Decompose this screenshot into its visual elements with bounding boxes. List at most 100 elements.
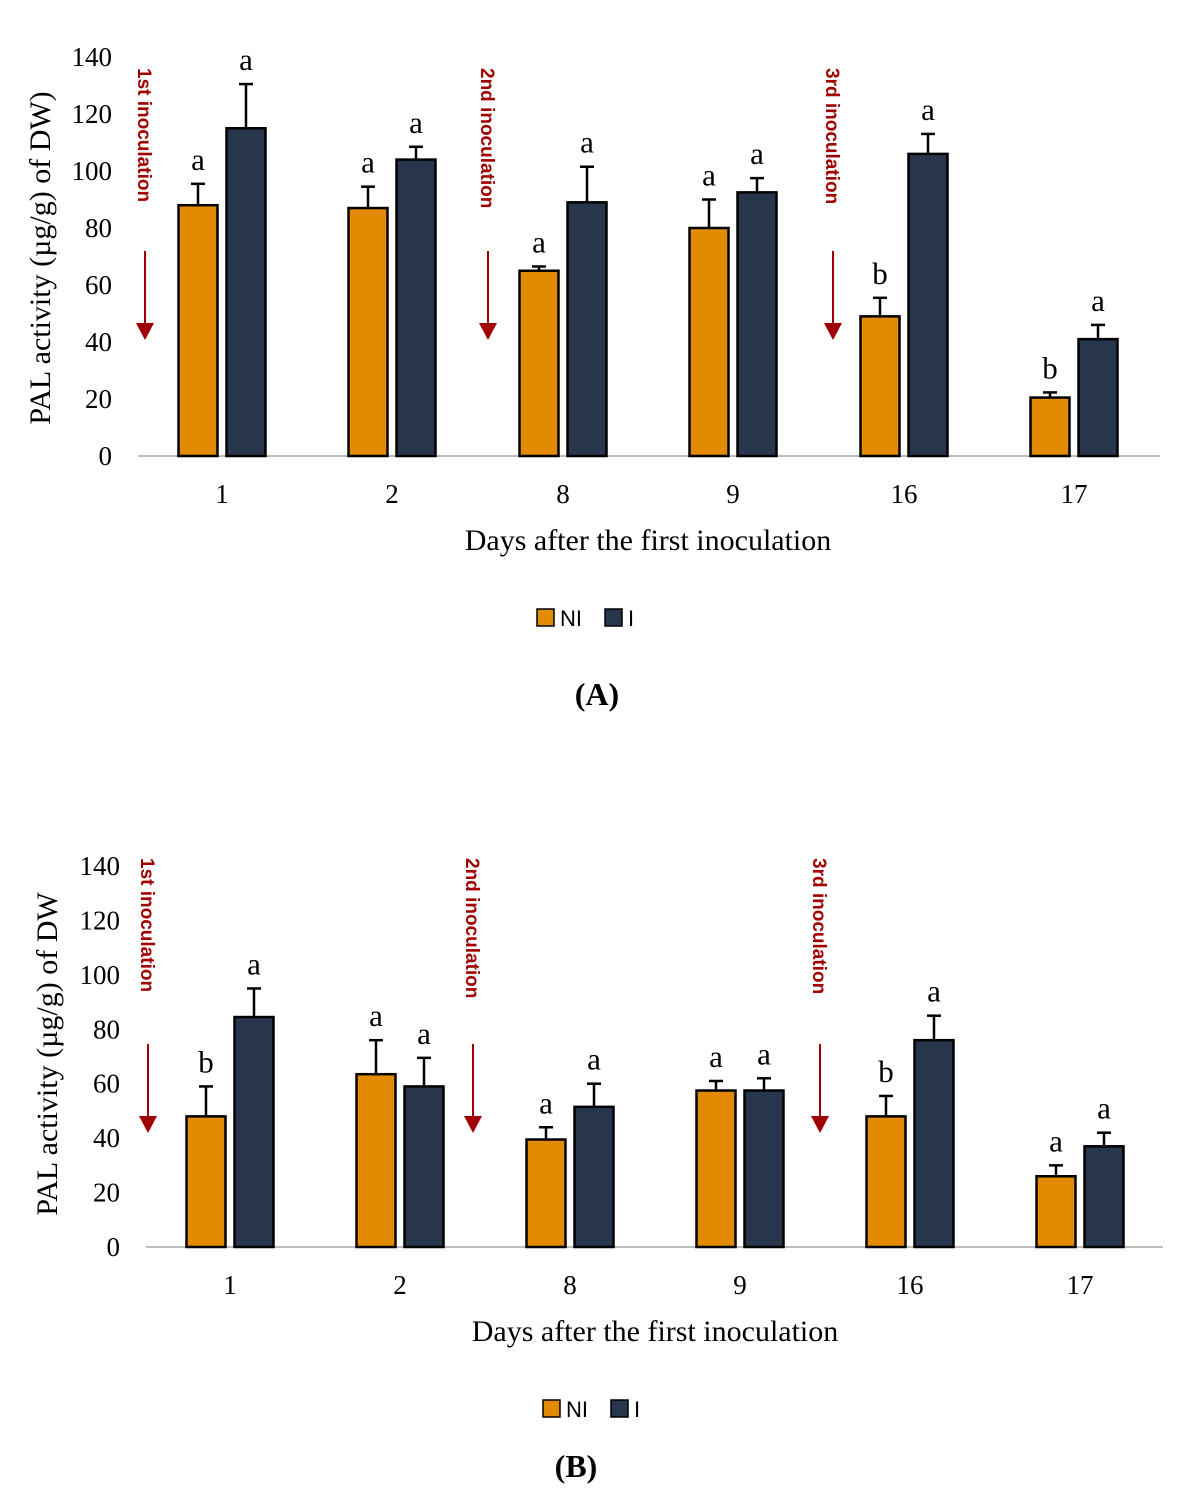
bar-i xyxy=(403,1085,445,1249)
bar-i xyxy=(1083,1145,1125,1249)
bar-i xyxy=(566,201,608,458)
y-tick-label: 100 xyxy=(72,156,113,186)
inoculation-arrow-icon xyxy=(811,1116,829,1133)
inoculation-label: 2nd inoculation xyxy=(476,68,497,208)
bar-ni xyxy=(1035,1174,1077,1249)
bar-i xyxy=(233,1015,275,1249)
chart-panel-a: PAL activity (µg/g) of DW) Days after th… xyxy=(24,42,1160,712)
inoculation-arrow-icon xyxy=(479,323,497,340)
significance-letter: a xyxy=(417,1016,431,1051)
significance-letter: a xyxy=(1049,1123,1063,1158)
y-tick-label: 100 xyxy=(80,960,121,990)
x-tick-label: 9 xyxy=(733,1270,747,1300)
y-tick-label: 40 xyxy=(85,327,112,357)
significance-letter: a xyxy=(409,105,423,140)
x-tick-label: 17 xyxy=(1067,1270,1094,1300)
y-tick-label: 60 xyxy=(85,270,112,300)
panel-label: (A) xyxy=(575,676,619,712)
significance-letter: a xyxy=(757,1036,771,1071)
y-tick-label: 0 xyxy=(99,441,113,471)
y-tick-label: 60 xyxy=(93,1069,120,1099)
significance-letter: a xyxy=(369,998,383,1033)
significance-letter: a xyxy=(1091,283,1105,318)
significance-letter: a xyxy=(587,1042,601,1077)
significance-letter: b xyxy=(1042,350,1058,385)
bar-ni xyxy=(185,1115,227,1249)
x-tick-label: 1 xyxy=(215,479,229,509)
significance-letter: a xyxy=(927,974,941,1009)
bar-ni xyxy=(859,315,901,458)
inoculation-arrow-icon xyxy=(139,1116,157,1133)
inoculation-label: 2nd inoculation xyxy=(461,858,482,998)
legend-label: I xyxy=(628,606,634,631)
x-tick-label: 9 xyxy=(726,479,740,509)
inoculation-arrow-icon xyxy=(824,323,842,340)
bar-i xyxy=(907,152,949,458)
inoculation-arrow-icon xyxy=(464,1116,482,1133)
y-tick-label: 120 xyxy=(72,99,113,129)
significance-letter: a xyxy=(247,946,261,981)
bar-ni xyxy=(1029,396,1071,458)
chart-panel-b: PAL activity (µg/g) of DW Days after the… xyxy=(31,851,1163,1484)
significance-letter: a xyxy=(239,42,253,77)
legend-label: NI xyxy=(566,1397,588,1422)
x-tick-label: 2 xyxy=(393,1270,407,1300)
legend-swatch xyxy=(542,1399,561,1418)
y-axis-title: PAL activity (µg/g) of DW) xyxy=(24,91,57,424)
y-tick-label: 20 xyxy=(85,384,112,414)
inoculation-label: 1st inoculation xyxy=(136,858,157,992)
y-tick-label: 140 xyxy=(80,851,121,881)
bar-i xyxy=(1077,337,1119,458)
significance-letter: a xyxy=(921,92,935,127)
legend-swatch xyxy=(536,608,555,627)
bar-ni xyxy=(695,1089,737,1249)
inoculation-label: 3rd inoculation xyxy=(808,858,829,994)
significance-letter: a xyxy=(580,125,594,160)
bar-ni xyxy=(347,206,389,458)
y-axis-title: PAL activity (µg/g) of DW xyxy=(31,892,64,1216)
bar-i xyxy=(743,1089,785,1249)
legend-label: NI xyxy=(560,606,582,631)
bar-i xyxy=(395,158,437,458)
significance-letter: a xyxy=(532,224,546,259)
y-tick-label: 0 xyxy=(107,1232,121,1262)
significance-letter: a xyxy=(361,145,375,180)
significance-letter: a xyxy=(539,1085,553,1120)
legend-swatch xyxy=(610,1399,629,1418)
bar-ni xyxy=(688,226,730,458)
inoculation-label: 3rd inoculation xyxy=(821,68,842,204)
legend-label: I xyxy=(634,1397,640,1422)
bar-i xyxy=(913,1038,955,1249)
significance-letter: a xyxy=(709,1039,723,1074)
x-tick-label: 16 xyxy=(891,479,918,509)
x-axis-title: Days after the first inoculation xyxy=(465,524,832,557)
bar-ni xyxy=(525,1138,567,1249)
y-tick-label: 80 xyxy=(85,213,112,243)
bar-i xyxy=(225,127,267,458)
significance-letter: b xyxy=(198,1044,214,1079)
significance-letter: b xyxy=(872,256,888,291)
x-axis-title: Days after the first inoculation xyxy=(472,1315,839,1348)
inoculation-label: 1st inoculation xyxy=(133,68,154,202)
significance-letter: a xyxy=(1097,1091,1111,1126)
inoculation-arrow-icon xyxy=(136,323,154,340)
bar-ni xyxy=(355,1072,397,1249)
significance-letter: b xyxy=(878,1054,894,1089)
significance-letter: a xyxy=(191,142,205,177)
x-tick-label: 2 xyxy=(385,479,399,509)
bar-ni xyxy=(865,1115,907,1249)
x-tick-label: 17 xyxy=(1061,479,1088,509)
y-tick-label: 120 xyxy=(80,905,121,935)
x-tick-label: 16 xyxy=(897,1270,924,1300)
bar-ni xyxy=(518,269,560,458)
legend-swatch xyxy=(604,608,623,627)
significance-letter: a xyxy=(750,136,764,171)
bar-i xyxy=(573,1105,615,1249)
x-tick-label: 8 xyxy=(563,1270,577,1300)
x-tick-label: 1 xyxy=(223,1270,237,1300)
y-tick-label: 20 xyxy=(93,1178,120,1208)
bar-i xyxy=(736,191,778,458)
x-tick-label: 8 xyxy=(556,479,570,509)
y-tick-label: 40 xyxy=(93,1123,120,1153)
